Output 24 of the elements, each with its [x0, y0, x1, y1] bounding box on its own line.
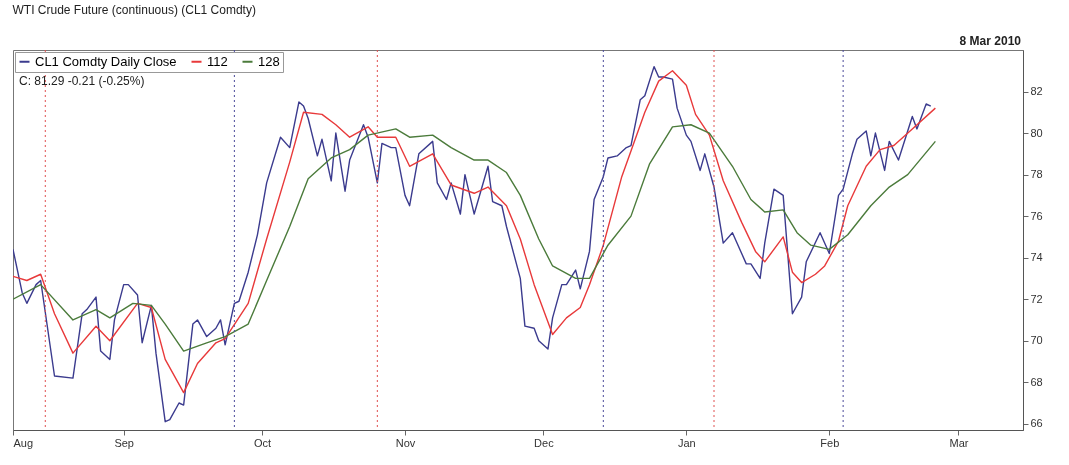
x-tick-label: Mar	[949, 436, 969, 449]
legend-label: 128	[258, 53, 280, 69]
legend-label: 112	[207, 53, 228, 69]
annotation: C: 81.29 -0.21 (-0.25%)	[19, 74, 145, 88]
y-tick-label: 74	[1030, 251, 1043, 264]
y-tick-label: 76	[1030, 209, 1043, 222]
text: 8 Mar 2010	[959, 34, 1022, 48]
x-tick-label: Jan	[677, 436, 696, 449]
y-tick-label: 66	[1030, 417, 1043, 430]
x-tick-label: Dec	[534, 436, 555, 449]
line-series	[13, 124, 937, 352]
chart-title: WTI Crude Future (continuous) (CL1 Comdty)	[12, 3, 256, 17]
y-tick-label: 80	[1030, 126, 1043, 139]
x-tick-label: Feb	[820, 436, 840, 449]
y-tick-label: 72	[1030, 292, 1043, 305]
y-tick-label: 68	[1030, 375, 1043, 388]
x-tick-label: Oct	[253, 436, 272, 449]
y-tick-label: 78	[1030, 168, 1043, 181]
y-tick-label: 82	[1030, 85, 1043, 98]
x-tick-label: Sep	[114, 436, 134, 449]
y-tick-label: 70	[1030, 334, 1043, 347]
x-tick-label: Aug	[13, 436, 34, 449]
legend-label: CL1 Comdty Daily Close	[35, 53, 177, 69]
x-tick-label: Nov	[395, 436, 416, 449]
